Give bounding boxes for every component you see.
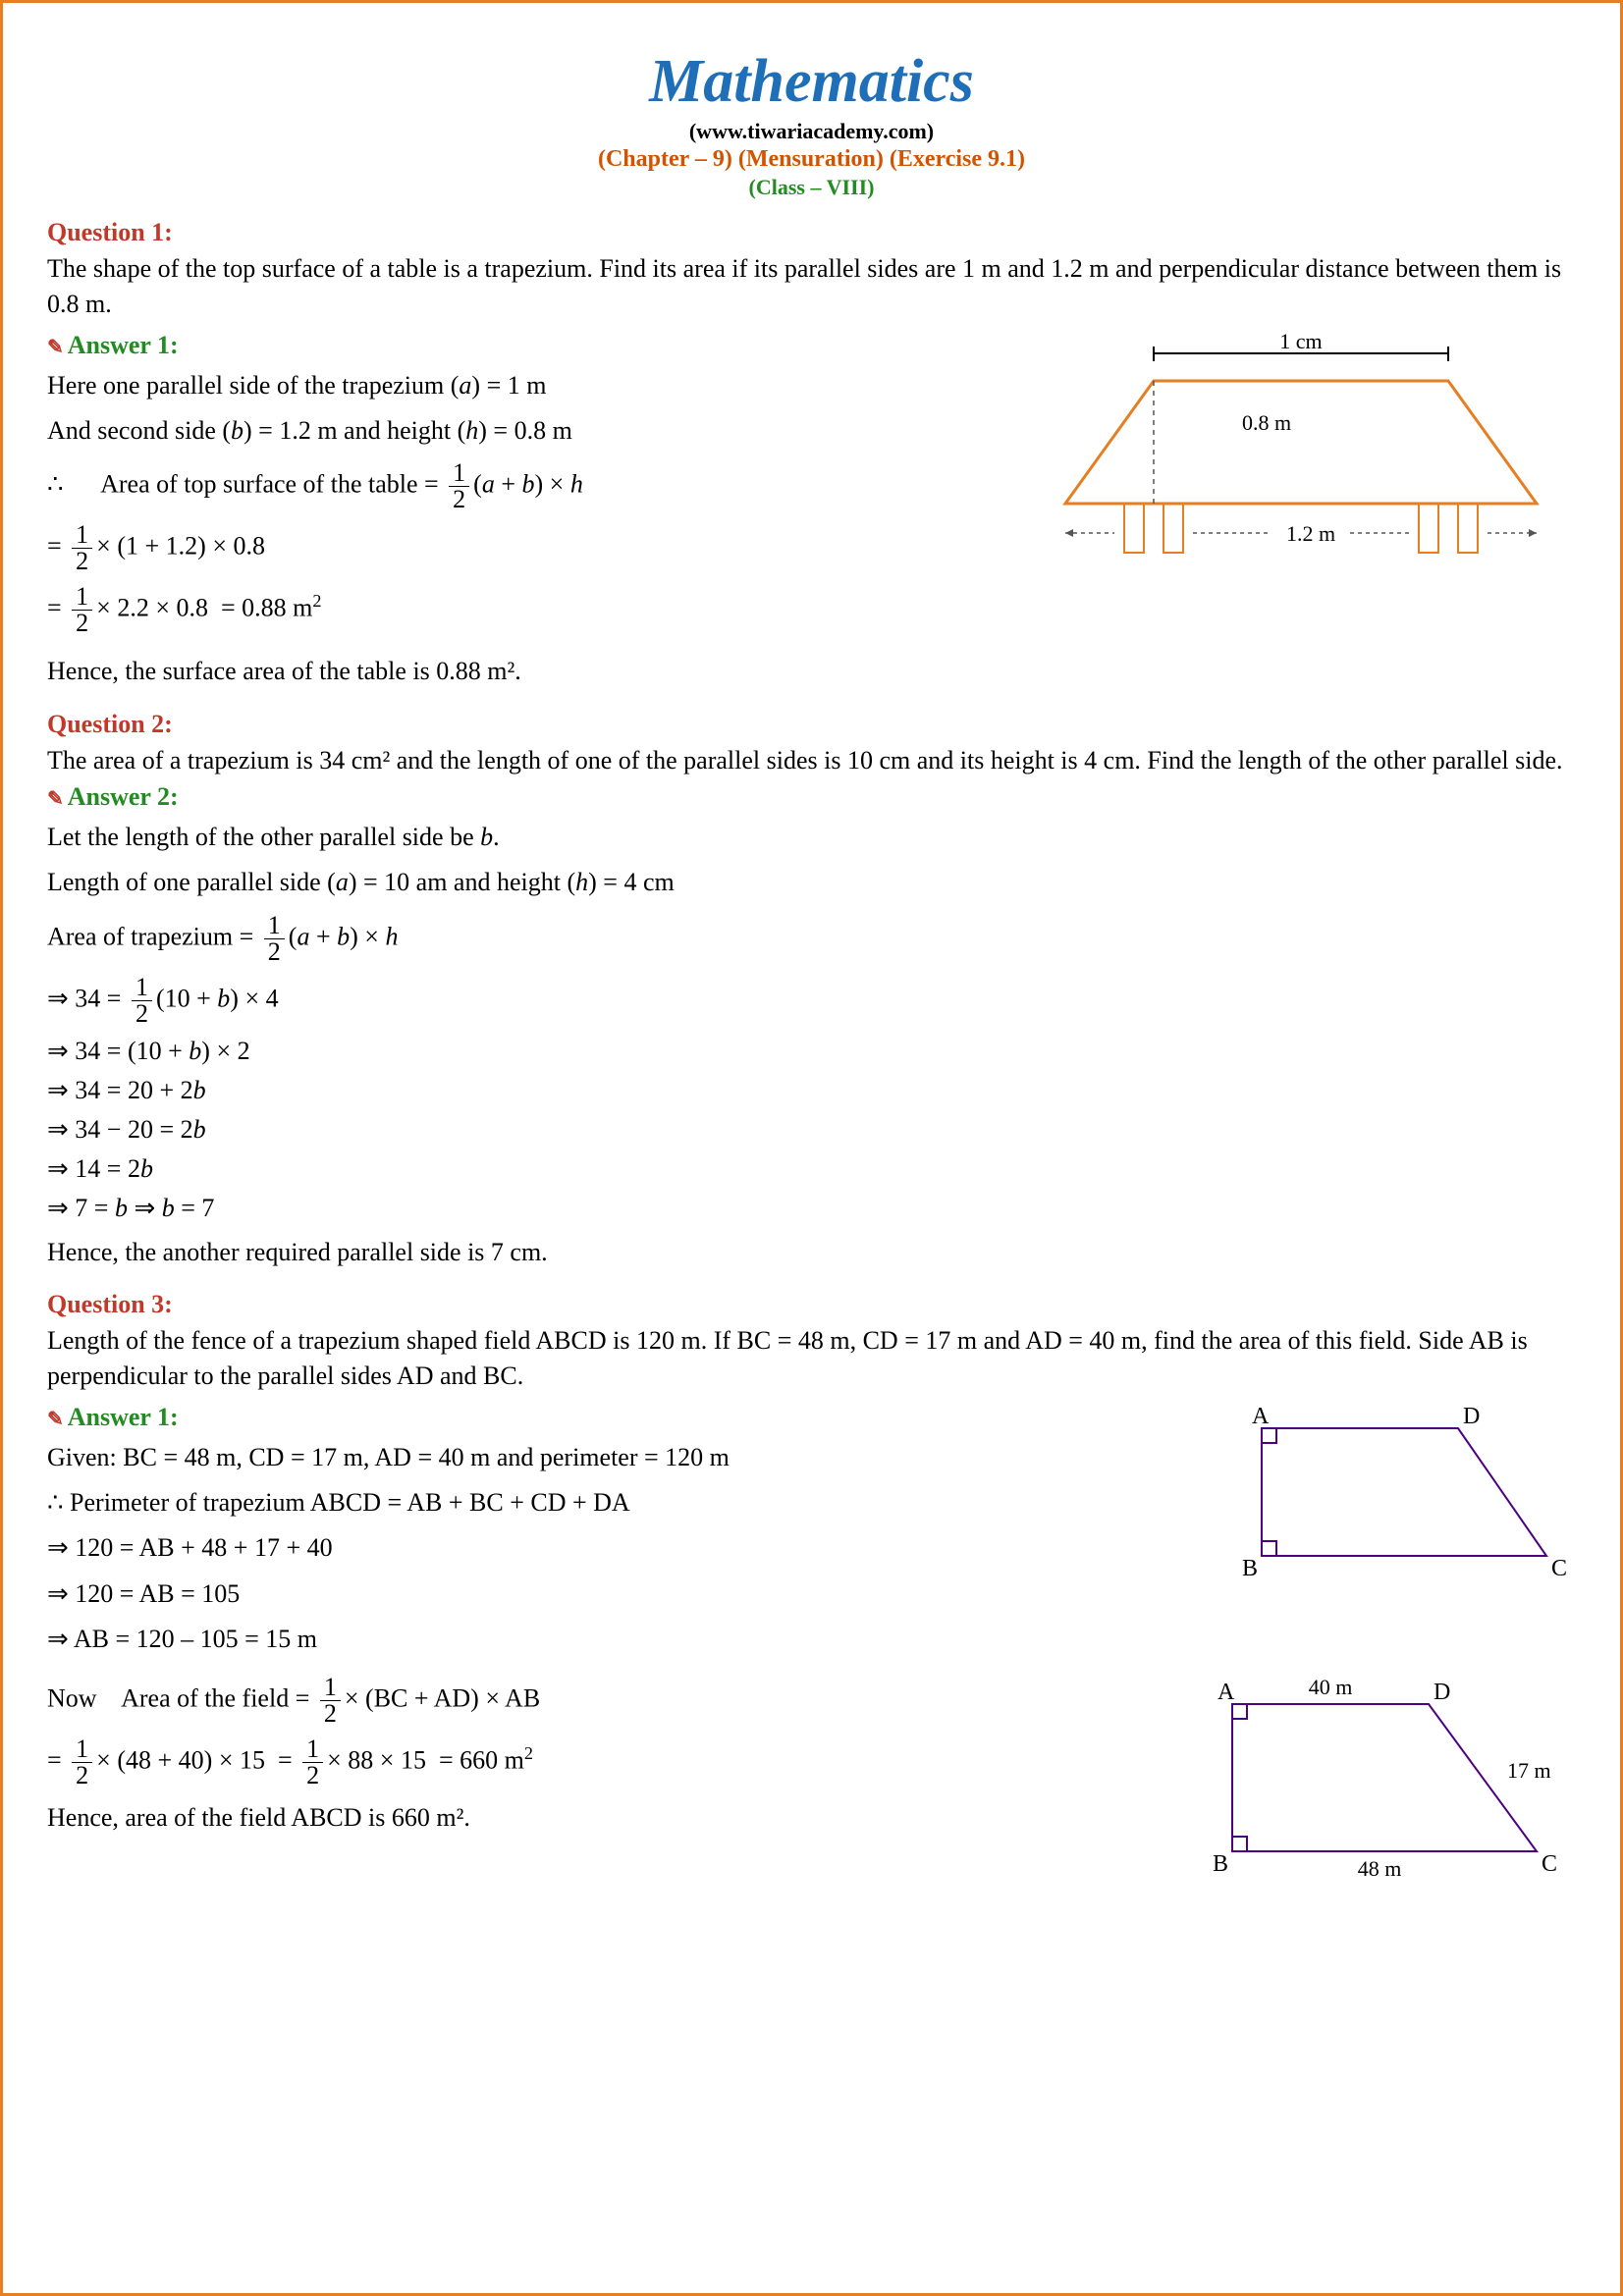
q3-line2: ∴ Perimeter of trapezium ABCD = AB + BC … [47,1483,1173,1522]
q3-conclusion: Hence, area of the field ABCD is 660 m². [47,1798,1154,1838]
q2-answer-label: Answer 2: [47,782,1576,812]
q1-diagram: 1 cm 0.8 m 1.2 m [1026,327,1576,602]
q3-line1: Given: BC = 48 m, CD = 17 m, AD = 40 m a… [47,1438,1173,1477]
svg-text:B: B [1242,1556,1258,1581]
svg-text:A: A [1252,1404,1270,1429]
q3-answer-label: Answer 1: [47,1403,1173,1432]
q3-formula: Now Area of the field = 12× (BC + AD) × … [47,1675,1154,1727]
q3-line4: ⇒ 120 = AB = 105 [47,1575,1173,1614]
svg-text:A: A [1217,1680,1235,1705]
q1-line2: And second side (b) = 1.2 m and height (… [47,411,997,451]
website-line: (www.tiwariacademy.com) [47,119,1576,144]
q1-top-label: 1 cm [1279,329,1322,353]
svg-text:C: C [1551,1556,1567,1581]
q2-step4: ⇒ 34 − 20 = 2b [47,1115,1576,1145]
q3-text: Length of the fence of a trapezium shape… [47,1323,1576,1395]
q3-line5: ⇒ AB = 120 – 105 = 15 m [47,1620,1173,1659]
q2-step5: ⇒ 14 = 2b [47,1154,1576,1184]
svg-text:D: D [1463,1404,1480,1429]
q2-step2: ⇒ 34 = (10 + b) × 2 [47,1037,1576,1066]
q2-formula: Area of trapezium = 12(a + b) × h [47,913,1576,965]
svg-text:48 m: 48 m [1358,1856,1402,1881]
q2-step6: ⇒ 7 = b ⇒ b = 7 [47,1194,1576,1223]
q1-step1: = 12× (1 + 1.2) × 0.8 [47,522,997,574]
page-title: Mathematics [47,47,1576,117]
q1-line1: Here one parallel side of the trapezium … [47,366,997,405]
q2-step1: ⇒ 34 = 12(10 + b) × 4 [47,975,1576,1027]
svg-text:D: D [1434,1680,1450,1705]
q1-height-label: 0.8 m [1242,410,1291,435]
q3-diagram1: A D B C [1203,1399,1576,1595]
q2-label: Question 2: [47,710,1576,739]
q3-label: Question 3: [47,1290,1576,1319]
q1-text: The shape of the top surface of a table … [47,251,1576,323]
q3-line3: ⇒ 120 = AB + 48 + 17 + 40 [47,1528,1173,1568]
q1-step2: = 12× 2.2 × 0.8 = 0.88 m2 [47,584,997,636]
q2-text: The area of a trapezium is 34 cm² and th… [47,743,1576,778]
q1-label: Question 1: [47,218,1576,247]
q3-step7: = 12× (48 + 40) × 15 = 12× 88 × 15 = 660… [47,1736,1154,1789]
q2-conclusion: Hence, the another required parallel sid… [47,1233,1576,1272]
q1-answer-label: Answer 1: [47,331,997,360]
svg-text:17 m: 17 m [1507,1758,1551,1783]
q1-bottom-label: 1.2 m [1286,521,1335,546]
svg-text:B: B [1213,1851,1228,1877]
q1-formula: ∴ Area of top surface of the table = 12(… [47,460,997,512]
svg-text:C: C [1542,1851,1557,1877]
q3-diagram2: A D B C 40 m 17 m 48 m [1183,1665,1576,1891]
svg-text:40 m: 40 m [1309,1675,1353,1699]
q2-line1: Let the length of the other parallel sid… [47,818,1576,857]
q2-line2: Length of one parallel side (a) = 10 am … [47,863,1576,902]
class-line: (Class – VIII) [47,175,1576,200]
chapter-line: (Chapter – 9) (Mensuration) (Exercise 9.… [47,146,1576,173]
q1-conclusion: Hence, the surface area of the table is … [47,652,1576,691]
q2-step3: ⇒ 34 = 20 + 2b [47,1076,1576,1105]
